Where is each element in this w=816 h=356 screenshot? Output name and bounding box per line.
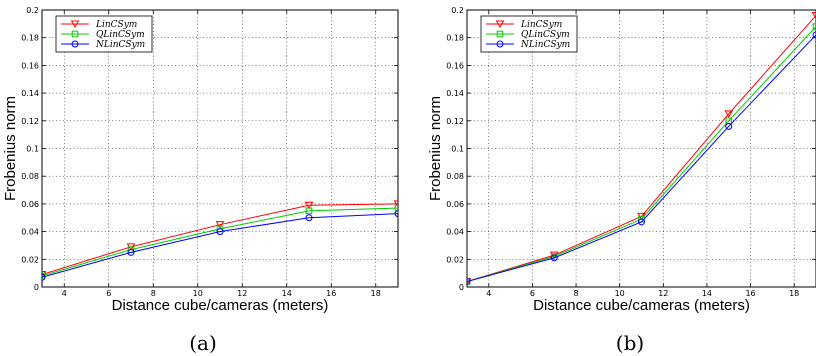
x-tick-label: 18 — [789, 289, 799, 298]
series-layer — [42, 200, 398, 281]
x-tick-label: 10 — [615, 289, 625, 298]
data-point-nlincsym — [305, 214, 313, 222]
x-axis-label: Distance cube/cameras (meters) — [533, 297, 750, 314]
legend-marker-nlincsym — [496, 40, 504, 48]
chart-a: 4 6 8 10 12 14 16 18 0 0.02 0.04 0.06 0.08 0.1 0.12 0.1… — [2, 6, 399, 355]
y-tick-label: 0.18 — [21, 34, 39, 43]
y-tick-label: 0.04 — [21, 228, 39, 237]
legend-label-lincsym: LinCSym — [95, 20, 137, 30]
legend-marker-qlincsym — [496, 30, 504, 38]
series-layer — [467, 12, 816, 286]
y-tick-label: 0.14 — [21, 89, 39, 98]
x-axis-label: Distance cube/cameras (meters) — [112, 297, 329, 314]
x-tick-label: 12 — [658, 289, 668, 298]
legend-marker-nlincsym — [71, 40, 79, 48]
data-point-nlincsym — [812, 31, 816, 39]
data-point-lincsym — [215, 221, 225, 229]
legend-label-qlincsym: QLinCSym — [521, 30, 570, 40]
x-tick-label: 4 — [486, 289, 491, 298]
series-line-nlincsym — [467, 34, 816, 282]
data-point-nlincsym — [394, 210, 398, 218]
data-point-nlincsym — [550, 254, 558, 262]
y-tick-label: 0.08 — [21, 172, 39, 181]
x-tick-label: 6 — [106, 289, 111, 298]
y-tick-label: 0.08 — [446, 172, 464, 181]
y-tick-label: 0.02 — [21, 255, 39, 264]
data-point-nlincsym — [725, 122, 733, 130]
y-tick-label: 0.1 — [451, 145, 464, 154]
y-tick-label: 0.14 — [446, 89, 464, 98]
series-line-nlincsym — [42, 213, 398, 278]
data-point-lincsym — [811, 12, 816, 20]
data-point-qlincsym — [812, 23, 816, 30]
legend-label-nlincsym: NLinCSym — [95, 40, 145, 50]
y-tick-label: 0.18 — [446, 34, 464, 43]
x-tick-label: 10 — [193, 289, 203, 298]
legend-label-nlincsym: NLinCSym — [520, 40, 570, 50]
legend-marker-lincsym — [495, 20, 505, 28]
x-tick-label: 12 — [237, 289, 247, 298]
y-tick-label: 0.2 — [26, 6, 39, 15]
x-tick-label: 14 — [282, 289, 292, 298]
plot-area — [42, 10, 398, 287]
data-point-lincsym — [724, 110, 734, 118]
x-tick-label: 6 — [530, 289, 535, 298]
y-tick-label: 0 — [34, 283, 39, 292]
legend-marker-qlincsym — [71, 30, 79, 38]
data-point-qlincsym — [305, 207, 313, 215]
legend-label-lincsym: LinCSym — [520, 20, 562, 30]
y-tick-label: 0.06 — [21, 200, 39, 209]
y-tick-label: 0.12 — [21, 117, 39, 126]
data-point-nlincsym — [42, 273, 46, 281]
data-point-lincsym — [393, 200, 398, 208]
y-tick-label: 0.1 — [26, 145, 39, 154]
y-tick-label: 0.16 — [21, 61, 39, 70]
x-tick-label: 8 — [151, 289, 156, 298]
legend-marker-lincsym — [70, 20, 80, 28]
y-tick-label: 0.02 — [446, 255, 464, 264]
x-tick-label: 16 — [745, 289, 755, 298]
y-tick-label: 0.12 — [446, 117, 464, 126]
x-tick-label: 16 — [326, 289, 336, 298]
figure-caption: (a) — [189, 331, 217, 355]
x-tick-label: 8 — [574, 289, 579, 298]
data-point-qlincsym — [394, 204, 398, 212]
y-tick-label: 0.2 — [451, 6, 464, 15]
data-point-nlincsym — [216, 228, 224, 236]
data-point-lincsym — [304, 201, 314, 210]
data-point-nlincsym — [127, 248, 135, 256]
x-tick-label: 14 — [702, 289, 712, 298]
y-tick-label: 0.16 — [446, 61, 464, 70]
y-tick-label: 0.04 — [446, 228, 464, 237]
legend-label-qlincsym: QLinCSym — [96, 30, 145, 40]
data-point-nlincsym — [467, 277, 471, 285]
y-tick-label: 0.06 — [446, 200, 464, 209]
x-tick-label: 4 — [62, 289, 67, 298]
figure-caption: (b) — [616, 331, 644, 355]
y-tick-label: 0 — [459, 283, 464, 292]
series-line-lincsym — [42, 203, 398, 276]
y-axis-label: Frobenius norm — [427, 96, 444, 201]
data-point-nlincsym — [638, 218, 645, 226]
y-axis-label: Frobenius norm — [2, 96, 19, 201]
chart-b: 4 6 8 10 12 14 16 18 0 0.02 0.04 0.06 0.08 0.1 0.12 0.1… — [427, 6, 816, 355]
x-tick-label: 18 — [371, 289, 381, 298]
